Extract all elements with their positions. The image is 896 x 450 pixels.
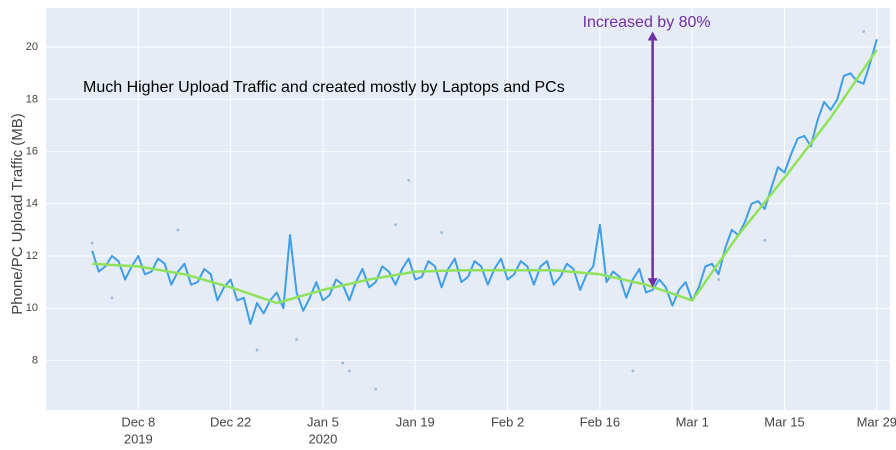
scatter-point: [255, 348, 259, 352]
annotation-text: Much Higher Upload Traffic and created m…: [83, 79, 565, 96]
scatter-point: [295, 338, 298, 341]
scatter-point: [440, 231, 444, 234]
x-tick-label: Feb 2: [491, 414, 524, 429]
series-line: [92, 49, 878, 305]
scatter-point: [110, 296, 114, 300]
x-tick-label: Mar 29: [857, 414, 896, 429]
x-tick-label: Feb 16: [580, 414, 620, 429]
y-tick-label: 12: [26, 250, 38, 262]
y-tick-label: 18: [26, 93, 38, 105]
y-tick-label: 10: [26, 302, 38, 314]
y-tick-label: 14: [26, 198, 38, 210]
arrow-head: [647, 278, 658, 288]
scatter-point: [631, 369, 635, 373]
grid: [46, 8, 890, 410]
scatter-point: [374, 387, 378, 391]
scatter-point: [763, 238, 767, 242]
x-tick-label: Dec 8: [121, 414, 155, 429]
series-line: [91, 39, 878, 325]
y-tick-label: 8: [32, 354, 38, 366]
arrow-head: [647, 31, 658, 41]
scatter-point: [394, 223, 397, 227]
scatter-point: [407, 178, 411, 182]
scatter-point: [347, 369, 351, 373]
y-tick-label: 20: [26, 41, 38, 53]
x-tick-label: Jan 5: [307, 414, 339, 429]
x-tick-label: Dec 22: [210, 414, 251, 429]
x-tick-label: Jan 19: [396, 414, 435, 429]
y-tick-label: 16: [26, 145, 38, 157]
x-tick-year: 2019: [124, 431, 153, 446]
scatter-point: [176, 228, 180, 232]
scatter-point: [717, 278, 720, 281]
marks: [90, 30, 878, 391]
scatter-point: [341, 361, 345, 365]
x-tick-label: Mar 15: [764, 414, 804, 429]
x-tick-year: 2020: [308, 431, 337, 446]
x-tick-label: Mar 1: [676, 414, 709, 429]
scatter-point: [862, 30, 866, 33]
annotation-title: Increased by 80%: [583, 14, 711, 31]
y-axis-title: Phone/PC Upload Traffic (MB): [9, 113, 26, 314]
scatter-point: [90, 241, 94, 245]
